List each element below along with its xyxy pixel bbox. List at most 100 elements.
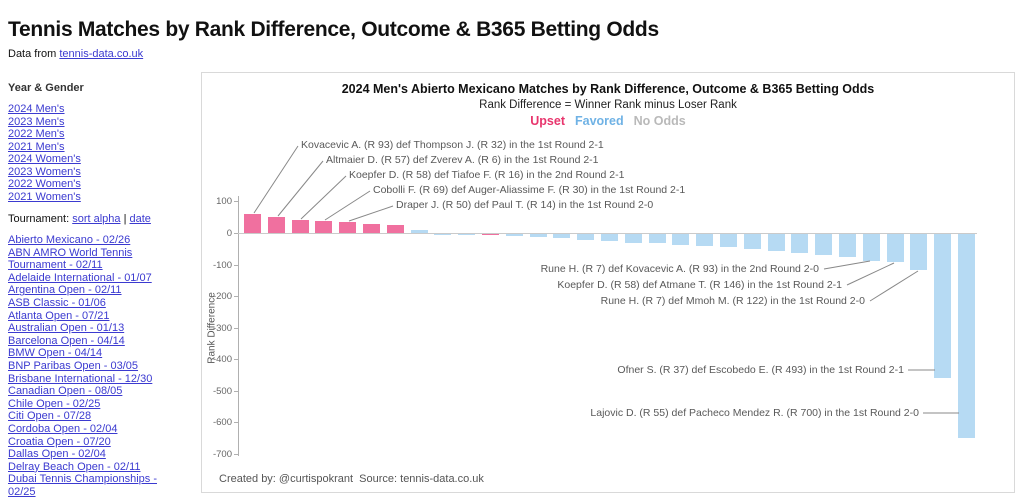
y-tick-mark xyxy=(234,233,238,234)
sidebar-tournament-link[interactable]: ASB Classic - 01/06 xyxy=(8,296,106,309)
annotation-upset-5: Draper J. (R 50) def Paul T. (R 14) in t… xyxy=(396,199,654,211)
sidebar-tournament-link[interactable]: Abierto Mexicano - 02/26 xyxy=(8,234,131,246)
bar-8-favored[interactable] xyxy=(410,230,428,233)
bar-23-favored[interactable] xyxy=(767,234,785,251)
bar-24-favored[interactable] xyxy=(791,234,809,253)
sidebar-tournament-link[interactable]: Australian Open - 01/13 xyxy=(8,322,125,335)
sidebar-tournament-link[interactable]: Dallas Open - 02/04 xyxy=(8,448,106,461)
y-tick-label: -100 xyxy=(212,259,232,271)
bar-15-favored[interactable] xyxy=(577,234,595,240)
sidebar-tournament-link[interactable]: Adelaide International - 01/07 xyxy=(8,271,152,284)
sidebar-tournament-link[interactable]: Croatia Open - 07/20 xyxy=(8,435,111,448)
bar-6-upset[interactable] xyxy=(363,223,380,233)
legend-item-favored[interactable]: Favored xyxy=(575,114,624,128)
bar-3-upset[interactable] xyxy=(291,219,309,233)
bar-11-upset[interactable] xyxy=(482,234,499,236)
sidebar-year-link[interactable]: 2023 Men's xyxy=(8,115,65,128)
sidebar-tournament-link[interactable]: Brisbane International - 12/30 xyxy=(8,372,153,385)
bar-19-favored[interactable] xyxy=(672,234,690,245)
sidebar-tournament-link[interactable]: Delray Beach Open - 02/11 xyxy=(8,460,141,473)
bar-30-favored[interactable] xyxy=(934,234,952,378)
y-tick-label: 100 xyxy=(216,196,232,208)
annotation-upset-2: Altmaier D. (R 57) def Zverev A. (R 6) i… xyxy=(326,154,599,166)
bar-26-favored[interactable] xyxy=(839,234,856,258)
bar-10-favored[interactable] xyxy=(458,234,476,235)
bar-20-favored[interactable] xyxy=(696,234,714,246)
sidebar-year-link[interactable]: 2022 Men's xyxy=(8,128,65,140)
sidebar-tournament-link[interactable]: Chile Open - 02/25 xyxy=(8,397,101,410)
bar-31-favored[interactable] xyxy=(958,234,975,438)
y-tick-label: -400 xyxy=(212,354,232,366)
zero-baseline xyxy=(238,233,977,234)
y-tick-mark xyxy=(234,327,238,329)
chart-title: 2024 Men's Abierto Mexicano Matches by R… xyxy=(341,82,875,96)
bar-28-favored[interactable] xyxy=(886,234,904,262)
y-tick-mark xyxy=(234,264,238,266)
sidebar-tournament-link[interactable]: BNP Paribas Open - 03/05 xyxy=(8,359,139,372)
page-title: Tennis Matches by Rank Difference, Outco… xyxy=(8,18,659,42)
chart-footer: Created by: @curtispokrant Source: tenni… xyxy=(219,473,484,485)
sidebar: Year & Gender 2024 Men's 2023 Men's 2022 M… xyxy=(8,82,180,498)
sidebar-year-link[interactable]: 2022 Women's xyxy=(8,178,81,190)
sidebar-year-link[interactable]: 2021 Women's xyxy=(8,190,81,203)
bar-5-upset[interactable] xyxy=(339,221,357,233)
year-links: 2024 Men's 2023 Men's 2022 Men's 2021 Men's… xyxy=(8,103,180,203)
legend-item-no-odds[interactable]: No Odds xyxy=(633,114,686,128)
bar-16-favored[interactable] xyxy=(601,234,618,242)
sort-alpha-link[interactable]: sort alpha xyxy=(72,213,121,225)
bar-25-favored[interactable] xyxy=(815,234,833,255)
data-from-prefix: Data from xyxy=(8,48,60,60)
sidebar-tournament-link[interactable]: Dubai Tennis Championships - 02/25 xyxy=(8,473,157,498)
tournament-list: Abierto Mexicano - 02/26 ABN AMRO World T… xyxy=(8,234,180,498)
y-tick-mark xyxy=(234,201,238,203)
sidebar-tournament-link[interactable]: Argentina Open - 02/11 xyxy=(8,284,122,297)
bar-2-upset[interactable] xyxy=(267,216,285,233)
sidebar-year-link[interactable]: 2021 Men's xyxy=(8,140,65,153)
bar-22-favored[interactable] xyxy=(743,234,761,250)
bar-9-favored[interactable] xyxy=(434,234,452,235)
y-tick-label: -200 xyxy=(212,291,232,303)
annotation-upset-4: Cobolli F. (R 69) def Auger-Aliassime F.… xyxy=(373,184,686,196)
sidebar-tournament-link[interactable]: Atlanta Open - 07/21 xyxy=(8,309,110,322)
plot-area: Rank Difference 100 0 -100 -200 -300 -400 -500… xyxy=(202,73,1016,494)
tournament-sort-controls: Tournament: sort alpha | date xyxy=(8,213,180,225)
sidebar-tournament-link[interactable]: ABN AMRO World Tennis Tournament - 02/11 xyxy=(8,246,133,272)
bar-4-upset[interactable] xyxy=(315,220,333,233)
annotation-favored-5: Lajovic D. (R 55) def Pacheco Mendez R. … xyxy=(590,407,919,419)
y-tick-label: 0 xyxy=(226,228,232,239)
sidebar-tournament-link[interactable]: Barcelona Open - 04/14 xyxy=(8,334,125,347)
bar-13-favored[interactable] xyxy=(529,234,547,237)
y-tick-label: -300 xyxy=(212,322,232,334)
bar-18-favored[interactable] xyxy=(648,234,666,244)
bar-12-favored[interactable] xyxy=(505,234,523,236)
sidebar-year-link[interactable]: 2024 Men's xyxy=(8,103,65,115)
data-source-line: Data from tennis-data.co.uk xyxy=(8,48,143,60)
chart-legend: Upset Favored No Odds xyxy=(202,114,1014,128)
chart-subtitle: Rank Difference = Winner Rank minus Lose… xyxy=(479,99,737,111)
sidebar-tournament-link[interactable]: Cordoba Open - 02/04 xyxy=(8,422,118,435)
sort-date-link[interactable]: date xyxy=(129,213,151,225)
tournament-label: Tournament: xyxy=(8,213,73,225)
bar-1-upset[interactable] xyxy=(244,213,261,233)
bar-14-favored[interactable] xyxy=(553,234,571,239)
sidebar-year-link[interactable]: 2024 Women's xyxy=(8,153,81,165)
sidebar-tournament-link[interactable]: BMW Open - 04/14 xyxy=(8,347,103,360)
legend-item-upset[interactable]: Upset xyxy=(530,114,565,128)
sidebar-tournament-link[interactable]: Citi Open - 07/28 xyxy=(8,410,92,423)
y-axis-line xyxy=(238,196,239,456)
sidebar-tournament-link[interactable]: Canadian Open - 08/05 xyxy=(8,385,123,398)
bar-27-favored[interactable] xyxy=(862,234,880,262)
annotation-favored-1: Rune H. (R 7) def Kovacevic A. (R 93) in… xyxy=(540,263,819,275)
annotation-favored-2: Koepfer D. (R 58) def Atmane T. (R 146) … xyxy=(557,279,842,291)
chart-panel: 2024 Men's Abierto Mexicano Matches by R… xyxy=(201,72,1015,493)
bar-21-favored[interactable] xyxy=(720,234,737,248)
y-tick-mark xyxy=(234,296,238,298)
bar-17-favored[interactable] xyxy=(624,234,642,243)
bar-7-upset[interactable] xyxy=(386,224,404,233)
sidebar-year-link[interactable]: 2023 Women's xyxy=(8,165,81,178)
data-source-link[interactable]: tennis-data.co.uk xyxy=(59,48,144,60)
annotation-favored-3: Rune H. (R 7) def Mmoh M. (R 122) in the… xyxy=(600,295,865,307)
sort-divider: | xyxy=(120,213,130,225)
y-tick-mark xyxy=(234,359,238,361)
bar-29-favored[interactable] xyxy=(910,234,928,271)
